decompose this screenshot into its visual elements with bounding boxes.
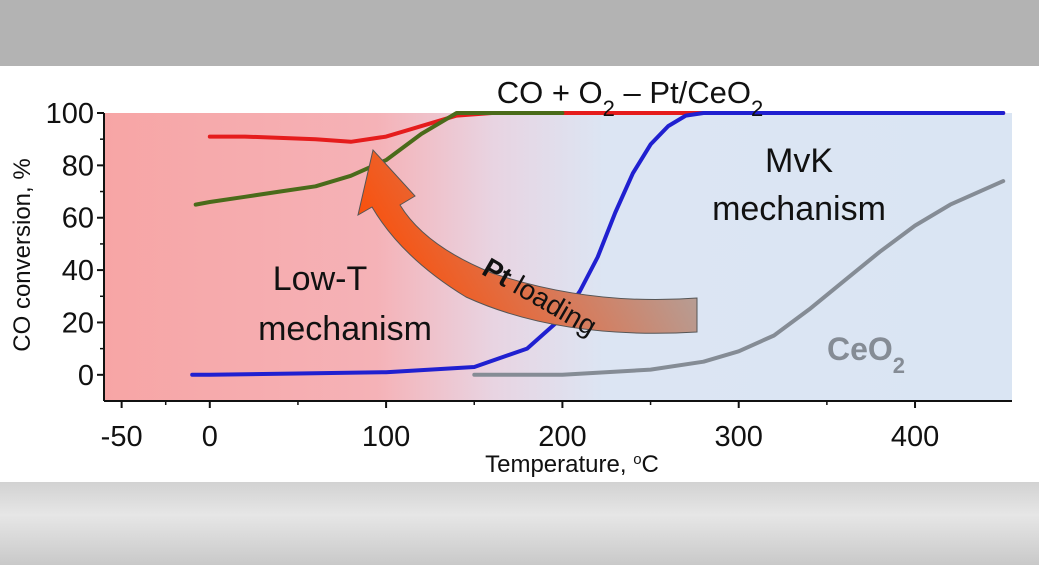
ceo2-series-line — [472, 179, 1006, 377]
lowt-label: Low-T — [273, 260, 367, 298]
y-tick-label: 60 — [62, 203, 94, 235]
y-tick-label: 40 — [62, 255, 94, 287]
pt-loading-arrow — [357, 148, 698, 334]
red-series-line — [207, 111, 1006, 144]
lowt-mechanism-label: mechanism — [258, 310, 432, 348]
x-tick-label: 100 — [362, 421, 410, 453]
y-tick-label: 80 — [62, 150, 94, 182]
ceo2-label: CeO2 — [827, 331, 905, 378]
mvk-label: MvK — [765, 142, 833, 180]
y-tick-label: 20 — [62, 307, 94, 339]
green-series-line — [193, 111, 565, 207]
blue-series-line — [190, 111, 1006, 377]
y-axis-title: CO conversion, % — [9, 158, 36, 351]
x-tick-label: 400 — [891, 421, 939, 453]
x-tick-label: 200 — [538, 421, 586, 453]
y-tick-label: 0 — [78, 360, 94, 392]
x-tick-label: 0 — [202, 421, 218, 453]
bottom-band — [0, 482, 1039, 565]
series-layer — [190, 111, 1006, 377]
x-tick-label: 300 — [715, 421, 763, 453]
y-tick-label: 100 — [46, 98, 94, 130]
x-tick-label: -50 — [101, 421, 143, 453]
x-axis-title: Temperature, oC — [485, 451, 659, 479]
top-band — [0, 0, 1039, 66]
mvk-mechanism-label: mechanism — [712, 190, 886, 228]
plot-background — [104, 113, 1012, 401]
chart-title: CO + O2 – Pt/CeO2 — [497, 75, 764, 121]
